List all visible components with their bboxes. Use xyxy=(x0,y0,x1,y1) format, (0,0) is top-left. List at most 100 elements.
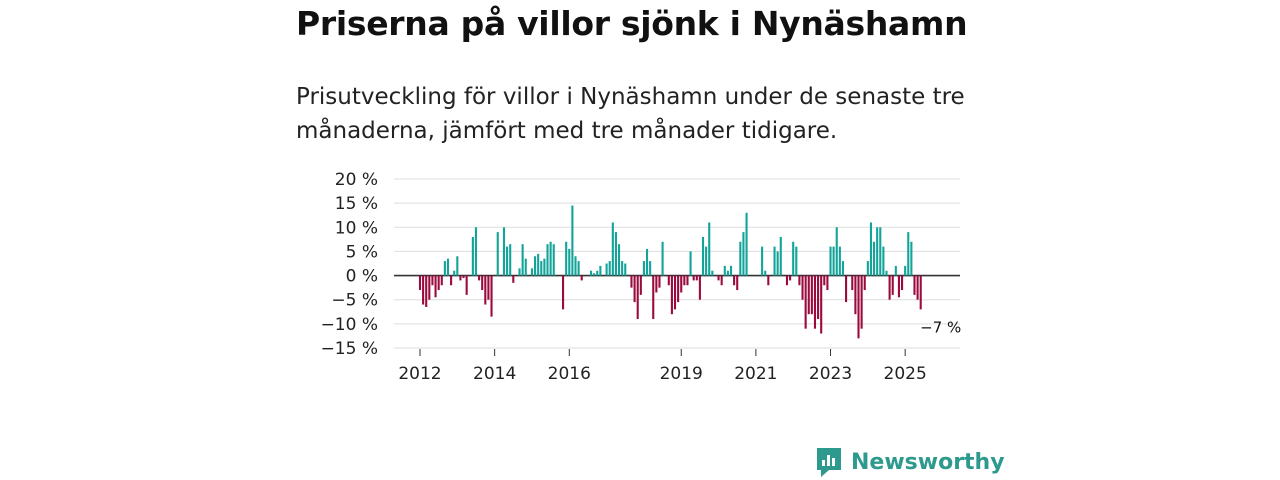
bar-negative xyxy=(425,275,428,307)
bar-positive xyxy=(443,261,446,276)
bar-negative xyxy=(813,275,817,329)
bar-positive xyxy=(869,222,872,276)
bar-positive xyxy=(506,246,509,276)
bar-negative xyxy=(487,275,490,300)
bar-positive xyxy=(642,261,645,276)
y-tick-label: −10 % xyxy=(321,315,378,335)
bar-negative xyxy=(431,275,434,286)
bar-negative xyxy=(733,275,736,286)
bar-positive xyxy=(723,265,726,276)
bar-positive xyxy=(524,258,527,276)
bar-positive xyxy=(614,232,617,276)
bar-positive xyxy=(907,232,910,276)
bar-positive xyxy=(761,246,764,276)
bar-negative xyxy=(767,275,770,286)
newsworthy-logo[interactable]: Newsworthy xyxy=(815,446,1005,478)
bar-negative xyxy=(698,275,701,300)
bar-positive xyxy=(605,263,608,276)
y-tick-label: 10 % xyxy=(335,218,378,238)
bar-negative xyxy=(695,275,698,281)
bar-positive xyxy=(608,261,611,276)
bar-negative xyxy=(823,275,826,286)
bar-negative xyxy=(692,275,695,281)
y-tick-label: 5 % xyxy=(346,242,378,262)
bar-negative xyxy=(785,275,789,286)
bar-positive xyxy=(521,244,524,276)
bar-positive xyxy=(764,270,767,276)
bar-positive xyxy=(534,256,537,276)
x-tick-label: 2012 xyxy=(398,364,441,384)
bar-positive xyxy=(453,270,456,276)
bar-negative xyxy=(639,275,642,295)
bar-negative xyxy=(901,275,904,291)
bar-negative xyxy=(919,275,922,310)
bar-positive xyxy=(894,265,897,276)
bar-negative xyxy=(459,275,462,281)
bar-negative xyxy=(465,275,468,295)
bar-positive xyxy=(509,244,512,276)
newsworthy-logo-text: Newsworthy xyxy=(851,449,1005,475)
bar-positive xyxy=(518,268,521,276)
bar-positive xyxy=(568,249,571,276)
bar-positive xyxy=(496,232,499,276)
bar-negative xyxy=(673,275,677,310)
bar-negative xyxy=(670,275,673,315)
x-tick-label: 2019 xyxy=(660,364,703,384)
bar-positive xyxy=(645,249,649,276)
bar-positive xyxy=(624,263,627,276)
bar-negative xyxy=(897,275,900,298)
bar-negative xyxy=(789,275,792,281)
bar-positive xyxy=(739,241,742,276)
bar-negative xyxy=(680,275,683,293)
y-tick-label: −5 % xyxy=(331,291,378,311)
x-tick-label: 2023 xyxy=(809,364,852,384)
bar-positive xyxy=(745,212,748,276)
bar-negative xyxy=(854,275,857,315)
bar-positive xyxy=(599,265,602,276)
bar-negative xyxy=(683,275,686,286)
y-tick-label: 0 % xyxy=(346,267,378,287)
x-tick-label: 2025 xyxy=(884,364,927,384)
bar-negative xyxy=(450,275,453,286)
bar-negative xyxy=(437,275,440,291)
bar-positive xyxy=(543,258,546,276)
bar-negative xyxy=(860,275,863,329)
bar-negative xyxy=(845,275,848,303)
bar-positive xyxy=(773,246,776,276)
bar-negative xyxy=(667,275,670,286)
bar-positive xyxy=(571,205,574,276)
bar-negative xyxy=(826,275,829,291)
bar-positive xyxy=(549,241,552,276)
bar-negative xyxy=(863,275,866,291)
bar-positive xyxy=(617,244,621,276)
bar-positive xyxy=(841,261,845,276)
bar-negative xyxy=(807,275,810,315)
bar-positive xyxy=(838,246,841,276)
bar-negative xyxy=(652,275,655,320)
x-tick-label: 2014 xyxy=(473,364,516,384)
bar-negative xyxy=(677,275,680,303)
bar-positive xyxy=(552,244,555,276)
bar-positive xyxy=(540,261,543,276)
bar-negative xyxy=(418,275,422,291)
bar-positive xyxy=(776,251,779,276)
bar-negative xyxy=(857,275,860,339)
bar-negative xyxy=(804,275,807,329)
bar-negative xyxy=(801,275,804,300)
bar-positive xyxy=(456,256,459,276)
bar-positive xyxy=(611,222,614,276)
bar-negative xyxy=(891,275,894,295)
bar-negative xyxy=(655,275,658,293)
bar-negative xyxy=(633,275,636,303)
bar-layer xyxy=(418,205,922,339)
bar-negative xyxy=(440,275,443,286)
bar-negative xyxy=(434,275,437,298)
bar-negative xyxy=(630,275,633,288)
bar-negative xyxy=(636,275,639,320)
bar-negative xyxy=(916,275,919,300)
bar-negative xyxy=(717,275,720,281)
bar-positive xyxy=(910,241,913,276)
bar-positive xyxy=(708,222,711,276)
label-layer: 20 % 15 % 10 % 5 % 0 % −5 % −10 % −15 % 2012 2014… xyxy=(321,170,962,384)
